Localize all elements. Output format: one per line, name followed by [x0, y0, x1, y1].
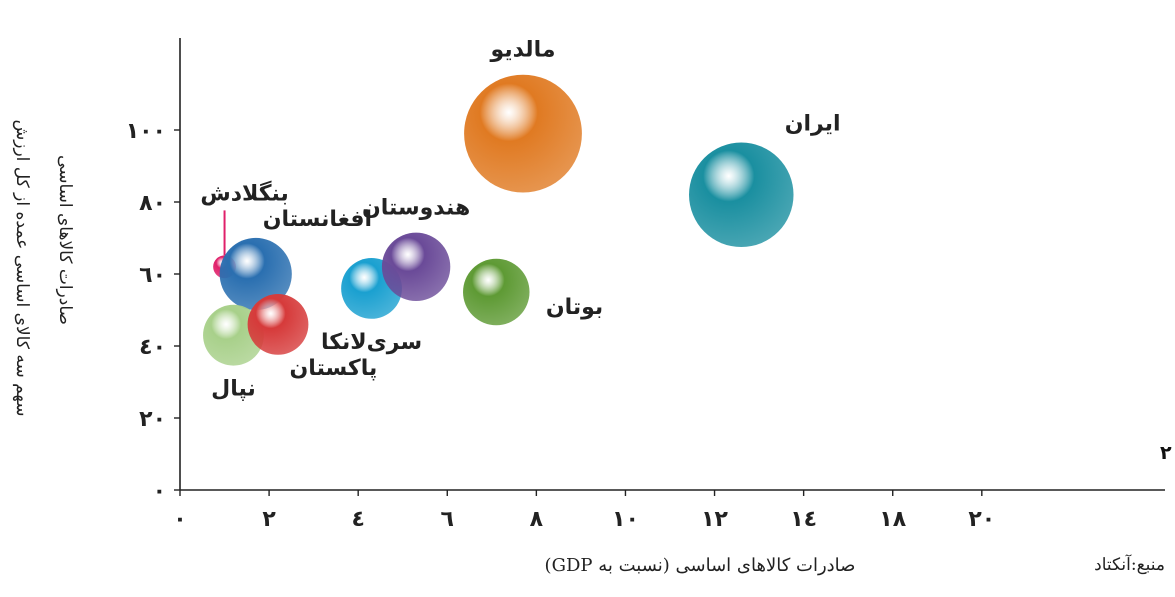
source-note: منبع:آنکتاد: [1094, 555, 1165, 575]
bubble-label: ایران: [785, 112, 841, 137]
bubble-label: بوتان: [546, 295, 603, 320]
x-tick-label: ٤: [351, 507, 364, 532]
bubble-label: سری‌لانکا: [321, 330, 422, 355]
bubble-label: مالدیو: [490, 38, 556, 63]
y-ticks: ۰ ۲۰ ٤۰ ٦۰ ۸۰ ۱۰۰: [126, 119, 180, 504]
x-tick-label: ۸: [530, 507, 544, 532]
y-tick-label: ۲۰: [139, 407, 166, 432]
x-tick-label: ۱۰: [612, 507, 639, 532]
chart-title: اندازه حباب متناسب با وابستگی به کالاهای…: [1160, 441, 1175, 464]
x-tick-label: ٦: [441, 507, 454, 532]
y-tick-label: ۱۰۰: [126, 119, 166, 144]
bubble-label: نپال: [211, 377, 256, 402]
bubble: [464, 74, 582, 193]
bubble: [247, 294, 309, 355]
bubble-label: افغانستان: [263, 207, 372, 232]
bubble-label: پاکستان: [290, 356, 378, 381]
bubbles: [203, 74, 794, 366]
y-tick-label: ۸۰: [139, 191, 166, 216]
x-ticks: ۰ ۲ ٤ ٦ ۸ ۱۰ ۱۲ ۱٤ ۱۸ ۲۰: [173, 490, 995, 532]
x-tick-label: ۱۸: [879, 507, 906, 532]
bubble-label: بنگلادش: [200, 179, 288, 206]
y-tick-label: ٤۰: [139, 335, 166, 360]
y-tick-label: ۰: [153, 479, 166, 504]
bubble: [689, 142, 794, 248]
bubble: [219, 237, 292, 311]
y-axis-label-line1: سهم سه کالای اساسی عمده از کل ارزش: [12, 119, 32, 417]
x-axis-label: صادرات کالاهای اساسی (نسبت به GDP): [544, 555, 856, 576]
y-tick-label: ٦۰: [139, 263, 166, 288]
bubble: [463, 258, 530, 326]
x-tick-label: ۰: [173, 507, 186, 532]
bubble-label: هندوستان: [362, 196, 470, 221]
bubble: [381, 232, 451, 301]
x-tick-label: ۲: [262, 507, 276, 532]
x-tick-label: ۱۲: [701, 507, 728, 532]
x-tick-label: ۱٤: [790, 507, 817, 532]
x-tick-label: ۲۰: [968, 507, 995, 532]
y-axis-label-line2: صادرات کالاهای اساسی: [55, 155, 75, 325]
